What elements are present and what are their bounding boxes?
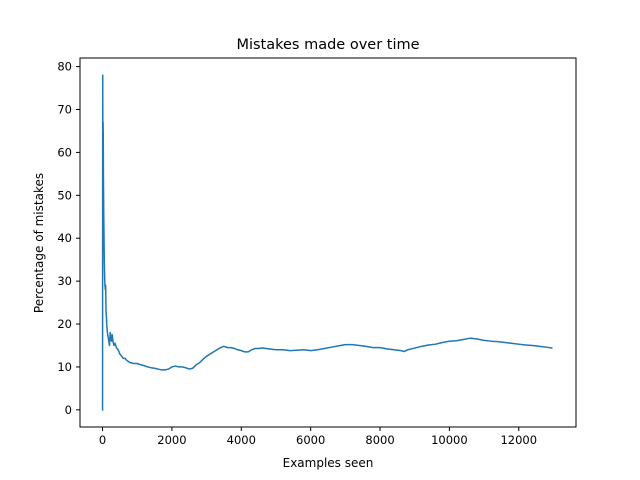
y-tick-label: 10 [57, 360, 72, 374]
x-tick-label: 4000 [227, 433, 256, 447]
axes-frame [79, 57, 577, 428]
y-tick-label: 80 [57, 60, 72, 74]
x-tick-label: 2000 [157, 433, 186, 447]
y-tick-label: 70 [57, 102, 72, 116]
y-tick-label: 20 [57, 317, 72, 331]
y-axis-label: Percentage of mistakes [32, 173, 46, 313]
x-tick-label: 8000 [365, 433, 394, 447]
y-tick-label: 30 [57, 274, 72, 288]
y-tick-label: 50 [57, 188, 72, 202]
x-tick-label: 6000 [296, 433, 325, 447]
x-tick-label: 0 [99, 433, 106, 447]
chart-title: Mistakes made over time [236, 37, 419, 53]
series-line-0 [101, 74, 553, 411]
plot-area: 0 2000 4000 6000 8000 10000 12000 0 10 20 30 40 50 60… [57, 57, 577, 447]
x-axis-label: Examples seen [283, 456, 374, 470]
y-tick-label: 40 [57, 231, 72, 245]
x-tick-label: 12000 [500, 433, 537, 447]
y-tick-label: 60 [57, 145, 72, 159]
x-tick-label: 10000 [431, 433, 468, 447]
y-tick-label: 0 [65, 403, 72, 417]
